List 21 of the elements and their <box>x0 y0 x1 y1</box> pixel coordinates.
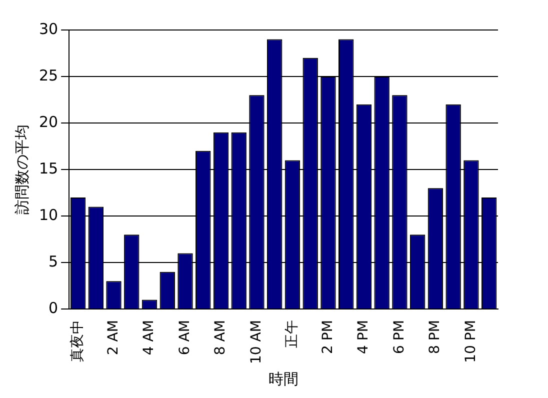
y-tick-label: 20 <box>38 112 58 131</box>
x-axis-title: 時間 <box>268 370 299 388</box>
x-tick-label: 4 AM <box>141 320 158 356</box>
x-tick-label: 10 PM <box>462 320 479 363</box>
y-tick-label: 5 <box>48 252 58 270</box>
y-tick-label: 15 <box>38 159 58 178</box>
x-tick-label: 8 PM <box>427 320 444 354</box>
x-tick-label: 2 PM <box>320 320 336 354</box>
x-tick-label: 真夜中 <box>70 320 86 362</box>
x-tick-label: 正午 <box>284 320 300 348</box>
y-tick-label: 0 <box>48 298 58 317</box>
x-tick-label: 2 AM <box>105 320 122 356</box>
x-tick-label: 10 AM <box>248 320 264 364</box>
x-tick-label: 8 AM <box>212 320 229 356</box>
y-tick-label: 10 <box>38 206 58 224</box>
y-axis-title: 訪問数の平均 <box>12 124 31 215</box>
x-tick-label: 6 PM <box>391 320 408 354</box>
y-tick-label: 30 <box>38 20 58 38</box>
y-tick-label: 25 <box>38 66 58 84</box>
x-tick-label: 4 PM <box>356 320 372 354</box>
x-tick-label: 6 AM <box>176 320 193 356</box>
